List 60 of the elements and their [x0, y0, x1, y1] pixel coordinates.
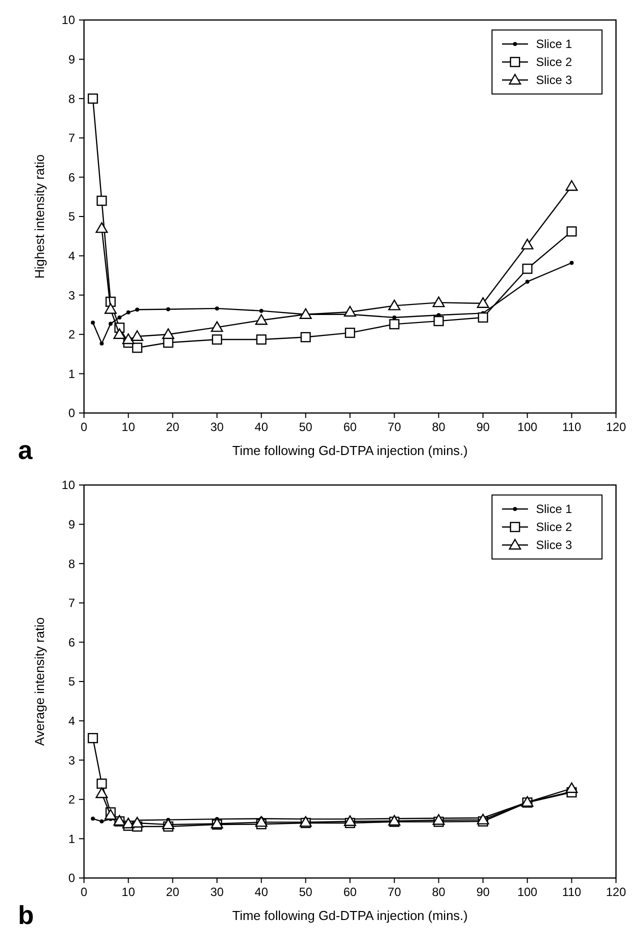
legend-label: Slice 3 — [536, 73, 572, 88]
legend-label: Slice 2 — [536, 520, 572, 534]
text: b — [18, 900, 34, 930]
y-tick-label: 6 — [68, 170, 76, 184]
x-axis-title: Time following Gd-DTPA injection (mins.) — [232, 443, 468, 458]
x-tick-label: 90 — [476, 420, 490, 434]
y-tick-label: 1 — [68, 832, 76, 846]
y-tick-label: 6 — [68, 635, 76, 650]
x-tick-label: 30 — [210, 885, 224, 899]
x-tick-label: 120 — [606, 420, 626, 434]
legend-label: Slice 1 — [536, 37, 572, 52]
x-tick-label: 110 — [562, 885, 582, 899]
x-tick-label: 100 — [517, 420, 538, 434]
x-tick-label: 40 — [254, 420, 268, 434]
x-tick-label: 20 — [166, 420, 180, 434]
legend-label: Slice 1 — [536, 502, 572, 516]
x-tick-label: 0 — [80, 420, 88, 434]
y-tick-label: 5 — [68, 674, 76, 689]
x-tick-label: 60 — [343, 420, 357, 434]
legend-label: Slice 2 — [536, 55, 572, 70]
y-tick-label: 0 — [68, 406, 76, 420]
y-tick-label: 9 — [68, 52, 76, 66]
x-tick-label: 100 — [517, 885, 538, 899]
y-tick-label: 2 — [68, 328, 76, 342]
x-tick-label: 50 — [298, 885, 313, 899]
y-tick-label: 7 — [68, 596, 76, 610]
y-tick-label: 10 — [62, 478, 76, 492]
x-tick-label: 10 — [122, 885, 136, 899]
x-tick-label: 70 — [388, 420, 402, 434]
x-tick-label: 70 — [388, 885, 402, 899]
y-tick-label: 8 — [68, 556, 76, 571]
y-tick-label: 2 — [68, 792, 76, 807]
y-tick-label: 8 — [68, 92, 76, 106]
y-tick-label: 0 — [68, 871, 76, 886]
y-tick-label: 9 — [68, 518, 76, 532]
x-tick-label: 20 — [166, 885, 180, 899]
y-tick-label: 10 — [62, 13, 76, 28]
y-axis-title: Average intensity ratio — [32, 617, 47, 746]
x-tick-label: 120 — [606, 885, 626, 899]
legend-label: Slice 3 — [536, 538, 572, 552]
y-tick-label: 3 — [68, 288, 76, 302]
y-tick-label: 7 — [68, 131, 76, 146]
y-tick-label: 5 — [68, 210, 76, 224]
x-tick-label: 80 — [432, 885, 446, 899]
x-tick-label: 110 — [562, 420, 582, 434]
y-tick-label: 4 — [68, 249, 76, 263]
y-tick-label: 1 — [68, 366, 76, 381]
x-tick-label: 50 — [298, 420, 313, 434]
y-axis-title: Highest intensity ratio — [32, 154, 47, 279]
x-tick-label: 30 — [210, 420, 224, 434]
text: a — [18, 435, 33, 465]
y-tick-label: 4 — [68, 714, 76, 728]
x-tick-label: 80 — [432, 420, 446, 434]
y-tick-label: 3 — [68, 753, 76, 768]
x-tick-label: 0 — [80, 885, 88, 899]
x-tick-label: 90 — [476, 885, 490, 899]
x-axis-title: Time following Gd-DTPA injection (mins.) — [232, 908, 468, 923]
x-tick-label: 60 — [343, 885, 357, 899]
x-tick-label: 10 — [122, 420, 136, 434]
x-tick-label: 40 — [254, 885, 268, 899]
